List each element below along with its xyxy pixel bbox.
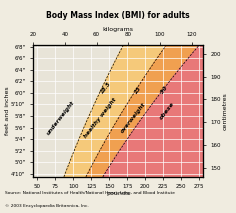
Text: healthy weight: healthy weight bbox=[84, 97, 118, 139]
Polygon shape bbox=[103, 45, 203, 177]
Text: 18.5: 18.5 bbox=[99, 81, 112, 95]
Text: obese: obese bbox=[159, 101, 175, 121]
Text: 25: 25 bbox=[134, 86, 142, 95]
Text: © 2003 Encyclopaedia Britannica, Inc.: © 2003 Encyclopaedia Britannica, Inc. bbox=[5, 204, 88, 208]
X-axis label: kilograms: kilograms bbox=[102, 27, 134, 32]
Text: underweight: underweight bbox=[46, 99, 75, 136]
Title: Body Mass Index (BMI) for adults: Body Mass Index (BMI) for adults bbox=[46, 11, 190, 20]
Y-axis label: feet and inches: feet and inches bbox=[4, 86, 9, 135]
Text: 30: 30 bbox=[160, 86, 169, 95]
Polygon shape bbox=[86, 45, 199, 177]
Y-axis label: centimetres: centimetres bbox=[223, 92, 228, 130]
X-axis label: pounds: pounds bbox=[106, 191, 130, 196]
Text: overweight: overweight bbox=[120, 101, 147, 134]
Polygon shape bbox=[64, 45, 167, 177]
Text: Source: National Institutes of Health/National Heart, Lung, and Blood Institute: Source: National Institutes of Health/Na… bbox=[5, 191, 175, 195]
